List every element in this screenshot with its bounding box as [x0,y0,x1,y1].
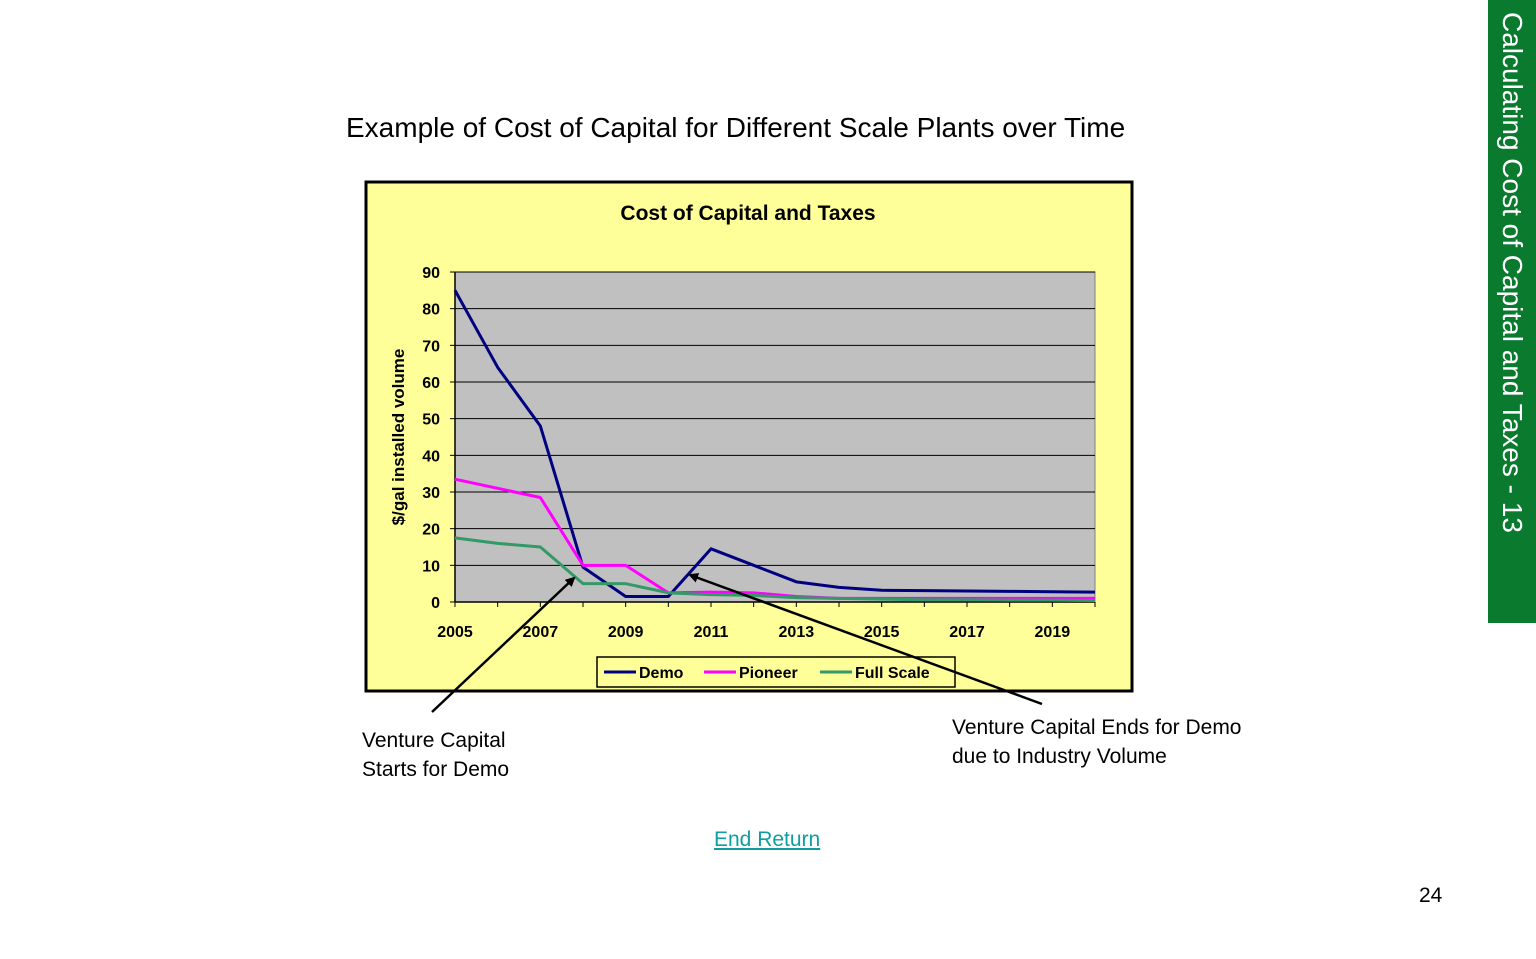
annotation-venture-end-line2: due to Industry Volume [952,745,1167,768]
arrow-venture-end [688,573,1043,706]
y-tick-label: 90 [422,265,440,282]
arrow-venture-start [431,576,576,713]
y-tick-label: 40 [422,448,440,465]
x-tick-label: 2005 [437,624,473,641]
y-tick-label: 20 [422,522,440,539]
series-line-full-scale [454,536,1096,603]
x-tick-label: 2015 [864,624,900,641]
end-return-link[interactable]: End Return [714,828,821,851]
x-tick-label: 2007 [523,624,559,641]
y-axis-label: $/gal installed volume [389,349,408,526]
y-tick-label: 30 [422,485,440,502]
x-tick-label: 2013 [779,624,815,641]
y-tick-label: 50 [422,412,440,429]
y-tick-label: 80 [422,302,440,319]
y-tick-label: 10 [422,558,440,575]
series-line-demo [453,289,1096,598]
legend-label-pioneer: Pioneer [739,665,798,682]
legend: Demo Pioneer Full Scale [596,656,956,688]
slide-title: Example of Cost of Capital for Different… [346,112,1126,143]
annotation-venture-start-line1: Venture Capital [362,729,506,752]
x-tick-label: 2009 [608,624,644,641]
side-band [1488,0,1536,623]
plot-area [454,271,1096,603]
legend-label-demo: Demo [639,665,684,682]
y-tick-label: 0 [431,595,440,612]
annotation-venture-start: Venture Capital Starts for Demo [362,726,509,784]
series-line-pioneer [454,477,1095,600]
y-tick-label: 60 [422,375,440,392]
legend-box [596,656,956,688]
x-tick-label: 2011 [694,624,729,641]
chart-title: Cost of Capital and Taxes [620,202,875,225]
x-tick-label: 2019 [1035,624,1071,641]
y-tick-label: 70 [422,338,440,355]
annotation-venture-end-line1: Venture Capital Ends for Demo [952,716,1242,739]
annotation-venture-end: Venture Capital Ends for Demo due to Ind… [952,713,1242,771]
x-tick-label: 2017 [949,624,985,641]
annotation-venture-start-line2: Starts for Demo [362,758,510,781]
legend-label-full-scale: Full Scale [855,665,930,682]
page-number: 24 [1419,884,1443,907]
